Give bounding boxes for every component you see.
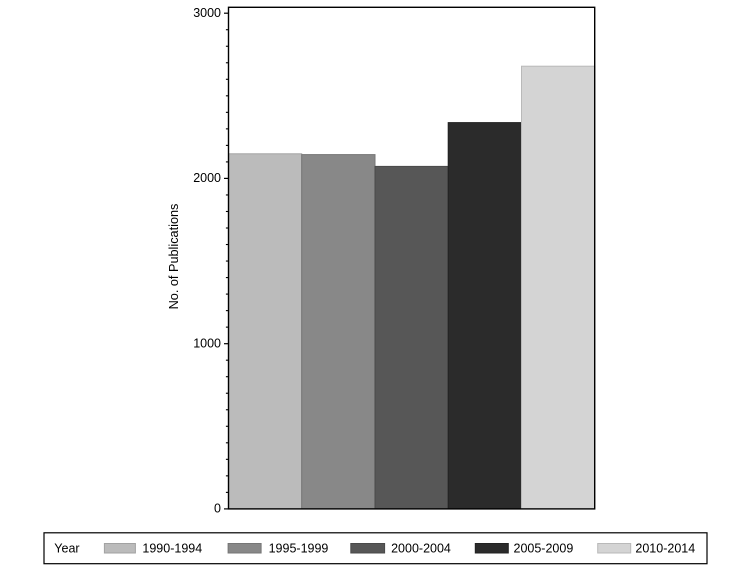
svg-text:1000: 1000 — [193, 337, 221, 351]
svg-text:0: 0 — [214, 502, 221, 516]
svg-text:2000-2004: 2000-2004 — [391, 542, 451, 556]
svg-text:1990-1994: 1990-1994 — [142, 542, 202, 556]
svg-text:2005-2009: 2005-2009 — [514, 542, 574, 556]
svg-text:3000: 3000 — [193, 6, 221, 20]
svg-text:2000: 2000 — [193, 171, 221, 185]
svg-text:1995-1999: 1995-1999 — [269, 542, 329, 556]
svg-text:Year: Year — [54, 542, 79, 556]
svg-text:2010-2014: 2010-2014 — [635, 542, 695, 556]
svg-text:No. of Publications: No. of Publications — [167, 204, 181, 310]
